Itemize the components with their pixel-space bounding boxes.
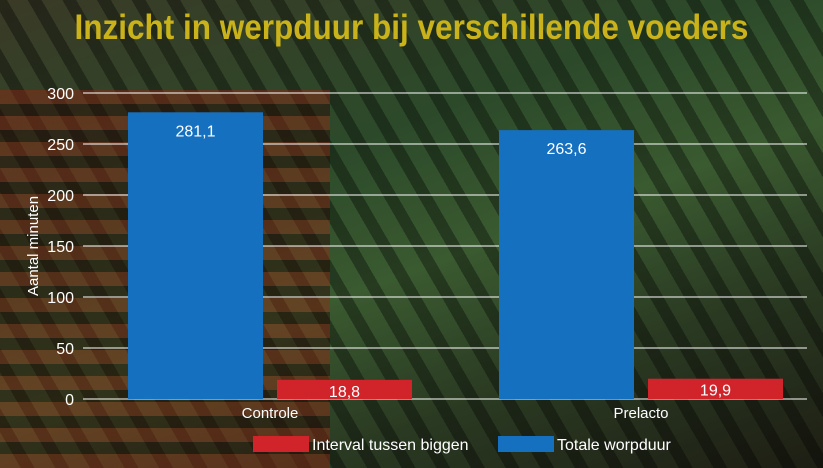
- y-tick-label: 50: [56, 341, 74, 358]
- y-tick-label: 200: [47, 188, 74, 205]
- bar-interval-tussen-biggen: [648, 378, 783, 399]
- legend-label: Interval tussen biggen: [312, 437, 469, 454]
- legend-swatch: [498, 436, 554, 452]
- legend-swatch: [253, 436, 309, 452]
- y-axis-label: Aantal minuten: [25, 196, 42, 296]
- bar-totale-worpduur: [128, 112, 263, 399]
- x-tick-label: Controle: [242, 405, 299, 422]
- y-tick-label: 300: [47, 86, 74, 103]
- bar-interval-tussen-biggen: [277, 379, 412, 399]
- bar-totale-worpduur: [499, 130, 634, 400]
- legend-label: Totale worpduur: [557, 437, 672, 454]
- data-label: 281,1: [175, 123, 215, 140]
- chart-title: Inzicht in werpduur bij verschillende vo…: [74, 8, 749, 47]
- data-label: 263,6: [546, 141, 586, 158]
- data-label: 18,8: [329, 384, 360, 401]
- y-tick-label: 150: [47, 239, 74, 256]
- data-label: 19,9: [700, 383, 731, 400]
- y-tick-label: 0: [65, 392, 74, 409]
- x-tick-label: Prelacto: [613, 405, 668, 422]
- y-tick-label: 250: [47, 137, 74, 154]
- y-tick-label: 100: [47, 290, 74, 307]
